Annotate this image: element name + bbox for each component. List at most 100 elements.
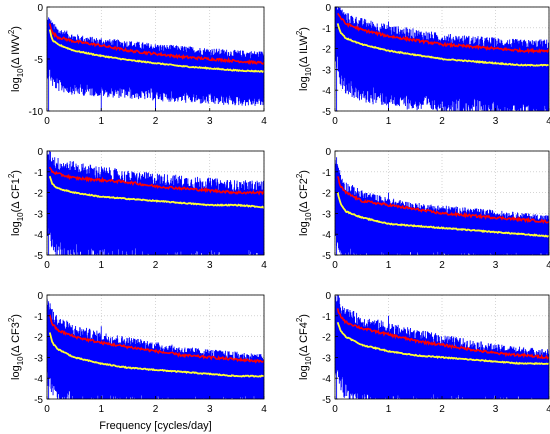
y-label-subscript: 10 [304, 212, 313, 221]
x-tick-label: 3 [493, 260, 499, 271]
y-axis-label: log10(Δ ILW2) [295, 27, 313, 91]
y-label-subscript: 10 [16, 212, 25, 221]
x-tick-label: 0 [332, 260, 338, 271]
mean-series [336, 321, 549, 366]
y-tick-label: -3 [34, 353, 43, 364]
y-tick-label: 0 [37, 3, 43, 14]
envelope-series [48, 166, 264, 196]
y-label-main: log [298, 221, 310, 236]
mean-series [48, 175, 264, 209]
y-label-main: log [298, 76, 310, 91]
x-tick-label: 1 [98, 260, 104, 271]
y-label-subscript: 10 [304, 356, 313, 365]
envelope-series [337, 12, 549, 54]
y-tick-label: -4 [34, 374, 43, 385]
envelope-series [336, 175, 549, 224]
x-tick-label: 4 [261, 404, 267, 415]
y-tick-label: -5 [34, 55, 43, 66]
x-tick-label: 0 [332, 116, 338, 127]
x-tick-label: 1 [386, 116, 392, 127]
mean-series [336, 191, 549, 238]
y-tick-label: -10 [29, 107, 44, 118]
y-label-main: log [10, 77, 22, 92]
y-axis-label: log10(Δ CF32) [7, 314, 25, 380]
y-label-close: ) [298, 314, 310, 318]
x-tick-label: 4 [261, 260, 267, 271]
x-tick-label: 2 [153, 404, 159, 415]
y-tick-label: -1 [34, 168, 43, 179]
x-tick-label: 2 [153, 116, 159, 127]
y-tick-label: -5 [34, 395, 43, 406]
y-tick-label: 0 [325, 291, 331, 302]
y-tick-label: -5 [322, 107, 331, 118]
y-tick-label: -1 [34, 312, 43, 323]
y-label-superscript: 2 [7, 317, 16, 322]
y-axis-label: log10(Δ CF12) [7, 170, 25, 236]
y-tick-label: -2 [34, 333, 43, 344]
x-tick-label: 1 [98, 116, 104, 127]
y-axis-label: log10(Δ CF22) [295, 170, 313, 236]
y-label-main: log [10, 365, 22, 380]
y-tick-label: -5 [322, 251, 331, 262]
y-tick-label: 0 [37, 291, 43, 302]
y-label-superscript: 2 [7, 173, 16, 178]
y-label-main: log [298, 365, 310, 380]
y-label-subscript: 10 [304, 67, 313, 76]
y-tick-label: -3 [322, 65, 331, 76]
envelope-series [336, 308, 549, 360]
x-tick-label: 0 [44, 260, 50, 271]
data-layer [335, 7, 549, 111]
mean-series [48, 332, 264, 378]
x-tick-label: 3 [207, 404, 213, 415]
x-tick-label: 0 [44, 116, 50, 127]
y-tick-label: -3 [34, 209, 43, 220]
y-label-quantity: (Δ IWV [10, 33, 22, 68]
y-tick-label: -1 [322, 24, 331, 35]
y-tick-label: 0 [37, 147, 43, 158]
x-tick-label: 4 [261, 116, 267, 127]
x-tick-label: 2 [153, 260, 159, 271]
x-tick-label: 1 [98, 404, 104, 415]
y-label-close: ) [10, 170, 22, 174]
x-tick-label: 3 [207, 116, 213, 127]
y-label-close: ) [10, 314, 22, 318]
y-label-quantity: (Δ CF1 [10, 178, 22, 212]
y-tick-label: -5 [322, 395, 331, 406]
y-tick-label: -4 [322, 230, 331, 241]
x-tick-label: 3 [207, 260, 213, 271]
mean-series [336, 23, 549, 67]
y-label-subscript: 10 [16, 68, 25, 77]
y-label-subscript: 10 [16, 356, 25, 365]
x-tick-label: 1 [386, 404, 392, 415]
x-axis-label: Frequency [cycles/day] [99, 420, 212, 432]
y-tick-label: -2 [322, 333, 331, 344]
y-label-quantity: (Δ ILW [298, 35, 310, 68]
y-label-superscript: 2 [295, 30, 304, 35]
x-tick-label: 2 [439, 404, 445, 415]
data-layer [47, 17, 264, 111]
x-tick-label: 3 [493, 116, 499, 127]
y-tick-label: -4 [322, 374, 331, 385]
x-tick-label: 0 [332, 404, 338, 415]
y-tick-label: -2 [322, 189, 331, 200]
envelope-series [48, 314, 264, 364]
y-tick-label: -3 [322, 353, 331, 364]
y-tick-label: -2 [322, 45, 331, 56]
y-label-superscript: 2 [295, 173, 304, 178]
y-label-main: log [10, 221, 22, 236]
y-tick-label: -4 [34, 230, 43, 241]
x-tick-label: 1 [386, 260, 392, 271]
x-tick-label: 4 [546, 116, 550, 127]
data-layer [47, 299, 264, 399]
y-label-quantity: (Δ CF3 [10, 322, 22, 356]
y-label-close: ) [10, 26, 22, 30]
data-layer [335, 295, 549, 399]
y-tick-label: -5 [34, 251, 43, 262]
y-tick-label: -1 [322, 168, 331, 179]
y-label-superscript: 2 [295, 317, 304, 322]
